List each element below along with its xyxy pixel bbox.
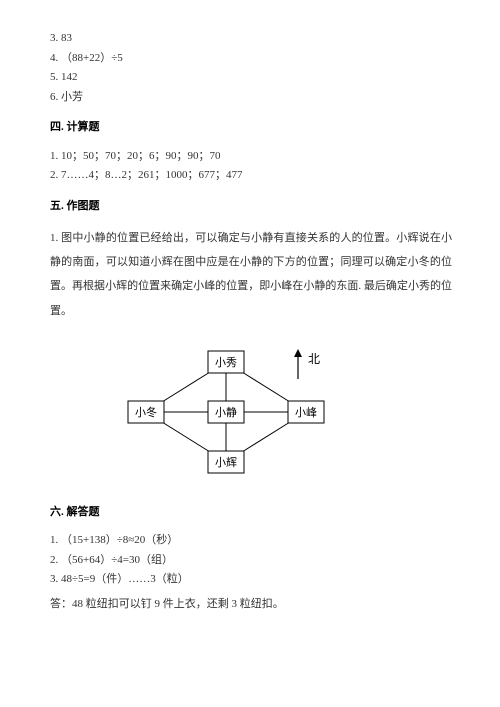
svg-text:小静: 小静 [215, 405, 237, 419]
solve-2: 2. （56+64）÷4=30（组） [50, 552, 452, 569]
calc-answers-2: 2. 7……4；8…2；261；1000；677；477 [50, 167, 452, 184]
drawing-explanation: 1. 图中小静的位置已经给出，可以确定与小静有直接关系的人的位置。小辉说在小静的… [50, 226, 452, 323]
svg-text:小峰: 小峰 [295, 406, 317, 419]
svg-text:小辉: 小辉 [215, 456, 237, 469]
relationship-diagram: 小秀小冬 小静 小峰小辉 北 [98, 341, 452, 486]
solve-1: 1. （15+138）÷8≈20（秒） [50, 532, 452, 549]
svg-text:小秀: 小秀 [215, 356, 237, 369]
calc-answers-1: 1. 10；50；70；20；6；90；90；70 [50, 148, 452, 165]
section-4-title: 四. 计算题 [50, 119, 452, 136]
answer-line: 3. 83 [50, 30, 452, 47]
answer-line: 4. （88+22）÷5 [50, 50, 452, 67]
answer-line: 5. 142 [50, 69, 452, 86]
svg-text:小冬: 小冬 [135, 405, 157, 419]
solve-3: 3. 48÷5=9（件）……3（粒） [50, 571, 452, 588]
answer-line: 6. 小芳 [50, 89, 452, 106]
final-answer: 答：48 粒纽扣可以钉 9 件上衣，还剩 3 粒纽扣。 [50, 596, 452, 613]
section-6-title: 六. 解答题 [50, 504, 452, 521]
svg-text:北: 北 [308, 352, 320, 366]
diagram-svg: 小秀小冬 小静 小峰小辉 北 [98, 341, 338, 486]
section-5-title: 五. 作图题 [50, 198, 452, 215]
